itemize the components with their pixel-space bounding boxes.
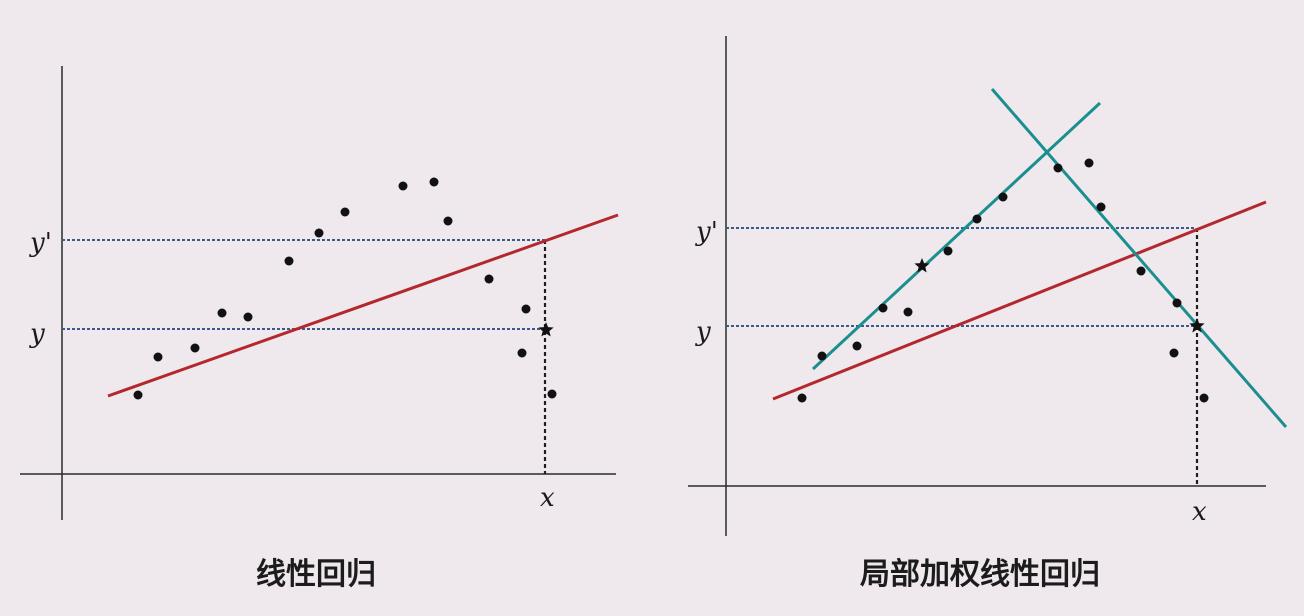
right-x-label: x xyxy=(1192,497,1207,527)
left-y-prime-label: y' xyxy=(29,228,52,258)
left-data-point xyxy=(284,256,294,266)
left-data-point xyxy=(153,352,163,362)
left-data-point xyxy=(243,312,253,322)
right-data-point xyxy=(797,393,807,403)
left-data-point xyxy=(484,274,494,284)
right-query-points xyxy=(914,258,1205,333)
right-query-star-icon xyxy=(914,258,930,273)
right-data-point xyxy=(972,214,982,224)
right-data-point xyxy=(1084,158,1094,168)
locally-weighted-regression-panel: y' y x 局部加权线性回归 xyxy=(688,36,1288,592)
right-y-prime-label: y' xyxy=(695,217,718,247)
right-data-point xyxy=(943,246,953,256)
right-data-point xyxy=(1096,202,1106,212)
right-data-point xyxy=(1172,298,1182,308)
left-data-point xyxy=(398,181,408,191)
right-data-point xyxy=(852,341,862,351)
right-data-point xyxy=(878,303,888,313)
left-query-point xyxy=(538,322,554,337)
left-data-point xyxy=(443,216,453,226)
right-query-star-icon xyxy=(1189,318,1205,333)
left-data-point xyxy=(314,228,324,238)
right-data-point xyxy=(998,192,1008,202)
left-data-point xyxy=(547,389,557,399)
left-fit-line xyxy=(107,213,619,398)
right-data-point xyxy=(1053,163,1063,173)
right-data-point xyxy=(1136,266,1146,276)
right-data-point xyxy=(1169,348,1179,358)
right-caption: 局部加权线性回归 xyxy=(860,557,1100,592)
left-data-point xyxy=(190,343,200,353)
left-x-label: x xyxy=(540,483,555,513)
left-data-point xyxy=(133,390,143,400)
left-data-point xyxy=(517,348,527,358)
left-data-points xyxy=(133,177,557,400)
left-data-point xyxy=(521,304,531,314)
left-caption: 线性回归 xyxy=(256,557,376,592)
right-local-fit-line-rising xyxy=(811,101,1102,371)
left-y-label: y xyxy=(29,319,45,349)
right-local-fit-line-falling xyxy=(990,88,1288,428)
left-data-point xyxy=(217,308,227,318)
right-data-point xyxy=(903,307,913,317)
left-query-star-icon xyxy=(538,322,554,337)
right-y-label: y xyxy=(695,317,711,347)
right-data-point xyxy=(1199,393,1209,403)
right-global-fit-line xyxy=(772,200,1267,401)
right-data-points xyxy=(797,158,1209,403)
right-data-point xyxy=(817,351,827,361)
left-data-point xyxy=(429,177,439,187)
linear-regression-panel: y' y x 线性回归 xyxy=(20,66,619,592)
left-data-point xyxy=(340,207,350,217)
